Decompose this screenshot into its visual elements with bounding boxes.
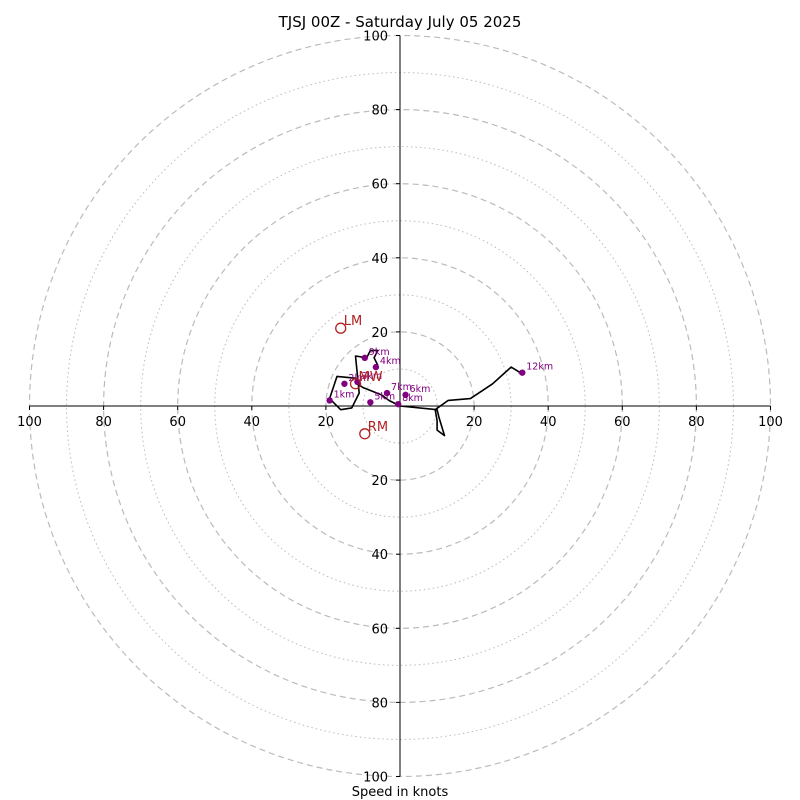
x-tick-label: 20 (318, 415, 335, 430)
x-tick-label: 40 (244, 415, 261, 430)
y-tick-label: 80 (371, 104, 388, 119)
y-tick-label: 40 (371, 548, 388, 563)
storm-motion-label: MW (359, 370, 383, 385)
height-marker-point (341, 380, 348, 387)
y-tick-label: 20 (371, 474, 388, 489)
x-tick-label: 60 (614, 415, 631, 430)
tick-labels: 100 80 60 40 20 20 40 60 80 100 100 80 60 40 20 20 40 60 8… (17, 30, 783, 786)
chart-title: TJSJ 00Z - Saturday July 05 2025 (278, 13, 522, 31)
height-marker-label: 8km (402, 393, 423, 404)
height-marker-label: 1km (334, 389, 355, 400)
height-marker-point (361, 354, 369, 362)
hodograph-line (328, 349, 401, 411)
storm-motion-markers: LM MW RM (335, 314, 388, 440)
storm-motion-point (359, 428, 371, 440)
height-marker-label: 7km (391, 382, 412, 393)
height-marker-label: 3km (361, 371, 382, 382)
y-tick-label: 60 (371, 178, 388, 193)
storm-motion-point (349, 378, 362, 390)
y-tick-label: 100 (363, 30, 388, 45)
x-tick-label: 40 (540, 415, 557, 430)
x-tick-label: 20 (466, 415, 483, 430)
height-marker-label: 2km (348, 373, 369, 384)
y-tick-label: 40 (371, 252, 388, 267)
height-marker-label: 9km (369, 347, 390, 358)
height-marker-point (519, 369, 526, 376)
storm-motion-label: LM (344, 314, 362, 329)
x-tick-label: 80 (688, 415, 705, 430)
hodograph-line (399, 366, 522, 437)
height-marker-label: 12km (526, 362, 553, 373)
x-tick-label: 100 (17, 415, 42, 430)
height-marker-point (326, 397, 333, 404)
y-tick-label: 100 (363, 771, 388, 786)
x-tick-label: 60 (169, 415, 186, 430)
height-marker-point (367, 399, 374, 406)
height-marker-label: 5km (374, 391, 395, 402)
y-tick-label: 60 (371, 622, 388, 637)
y-tick-label: 80 (371, 696, 388, 711)
height-marker-label: 4km (380, 356, 401, 367)
height-marker-label: 6km (410, 384, 431, 395)
height-marker-point (372, 363, 380, 371)
x-axis-label: Speed in knots (352, 785, 449, 800)
y-tick-label: 20 (371, 326, 388, 341)
x-tick-label: 100 (758, 415, 783, 430)
height-marker-point (394, 400, 402, 408)
height-marker-point (402, 391, 409, 399)
storm-motion-point (335, 322, 347, 334)
storm-motion-label: RM (368, 420, 388, 435)
height-marker-point (383, 389, 391, 397)
x-tick-label: 80 (95, 415, 112, 430)
hodograph-traces (328, 349, 522, 437)
